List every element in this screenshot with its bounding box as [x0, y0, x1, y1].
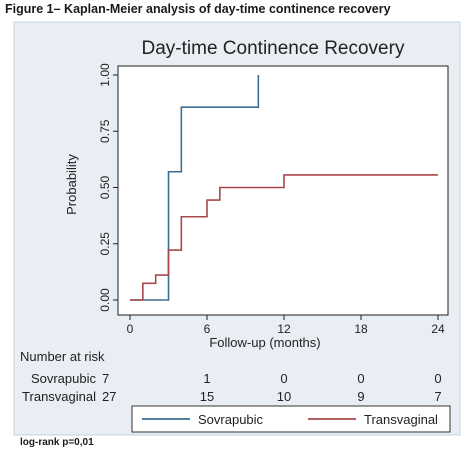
- risk-value: 10: [277, 389, 291, 404]
- x-tick-label: 6: [204, 322, 211, 336]
- series-line-transvaginal: [130, 174, 438, 301]
- series-line-sovrapubic: [130, 75, 260, 301]
- y-tick-label: 0.75: [98, 119, 112, 143]
- x-tick-label: 24: [431, 322, 445, 336]
- y-tick-label: 0.50: [98, 175, 112, 199]
- risk-value: 7: [102, 371, 109, 386]
- risk-row-label: Sovrapubic: [31, 371, 97, 386]
- y-axis-label: Probability: [64, 154, 79, 215]
- plot-area: [117, 65, 449, 316]
- legend-label: Transvaginal: [364, 412, 438, 427]
- risk-value: 0: [280, 371, 287, 386]
- y-tick-label: 1.00: [98, 63, 112, 87]
- figure-caption: Figure 1– Kaplan-Meier analysis of day-t…: [5, 2, 391, 16]
- x-tick-label: 12: [277, 322, 291, 336]
- risk-value: 9: [357, 389, 364, 404]
- x-tick-label: 0: [127, 322, 134, 336]
- y-tick-label: 0.25: [98, 232, 112, 256]
- legend-box: [131, 405, 451, 433]
- y-tick-label: 0.00: [98, 288, 112, 312]
- risk-value: 7: [434, 389, 441, 404]
- risk-value: 15: [200, 389, 214, 404]
- chart-title: Day-time Continence Recovery: [142, 38, 405, 59]
- risk-value: 27: [102, 389, 116, 404]
- risk-value: 1: [203, 371, 210, 386]
- logrank-footnote: log-rank p=0,01: [20, 437, 94, 448]
- x-axis-label: Follow-up (months): [209, 335, 320, 350]
- x-tick-label: 18: [354, 322, 368, 336]
- legend-label: Sovrapubic: [198, 412, 264, 427]
- risk-row-label: Transvaginal: [22, 389, 96, 404]
- risk-table-header: Number at risk: [20, 349, 105, 364]
- risk-value: 0: [357, 371, 364, 386]
- risk-value: 0: [434, 371, 441, 386]
